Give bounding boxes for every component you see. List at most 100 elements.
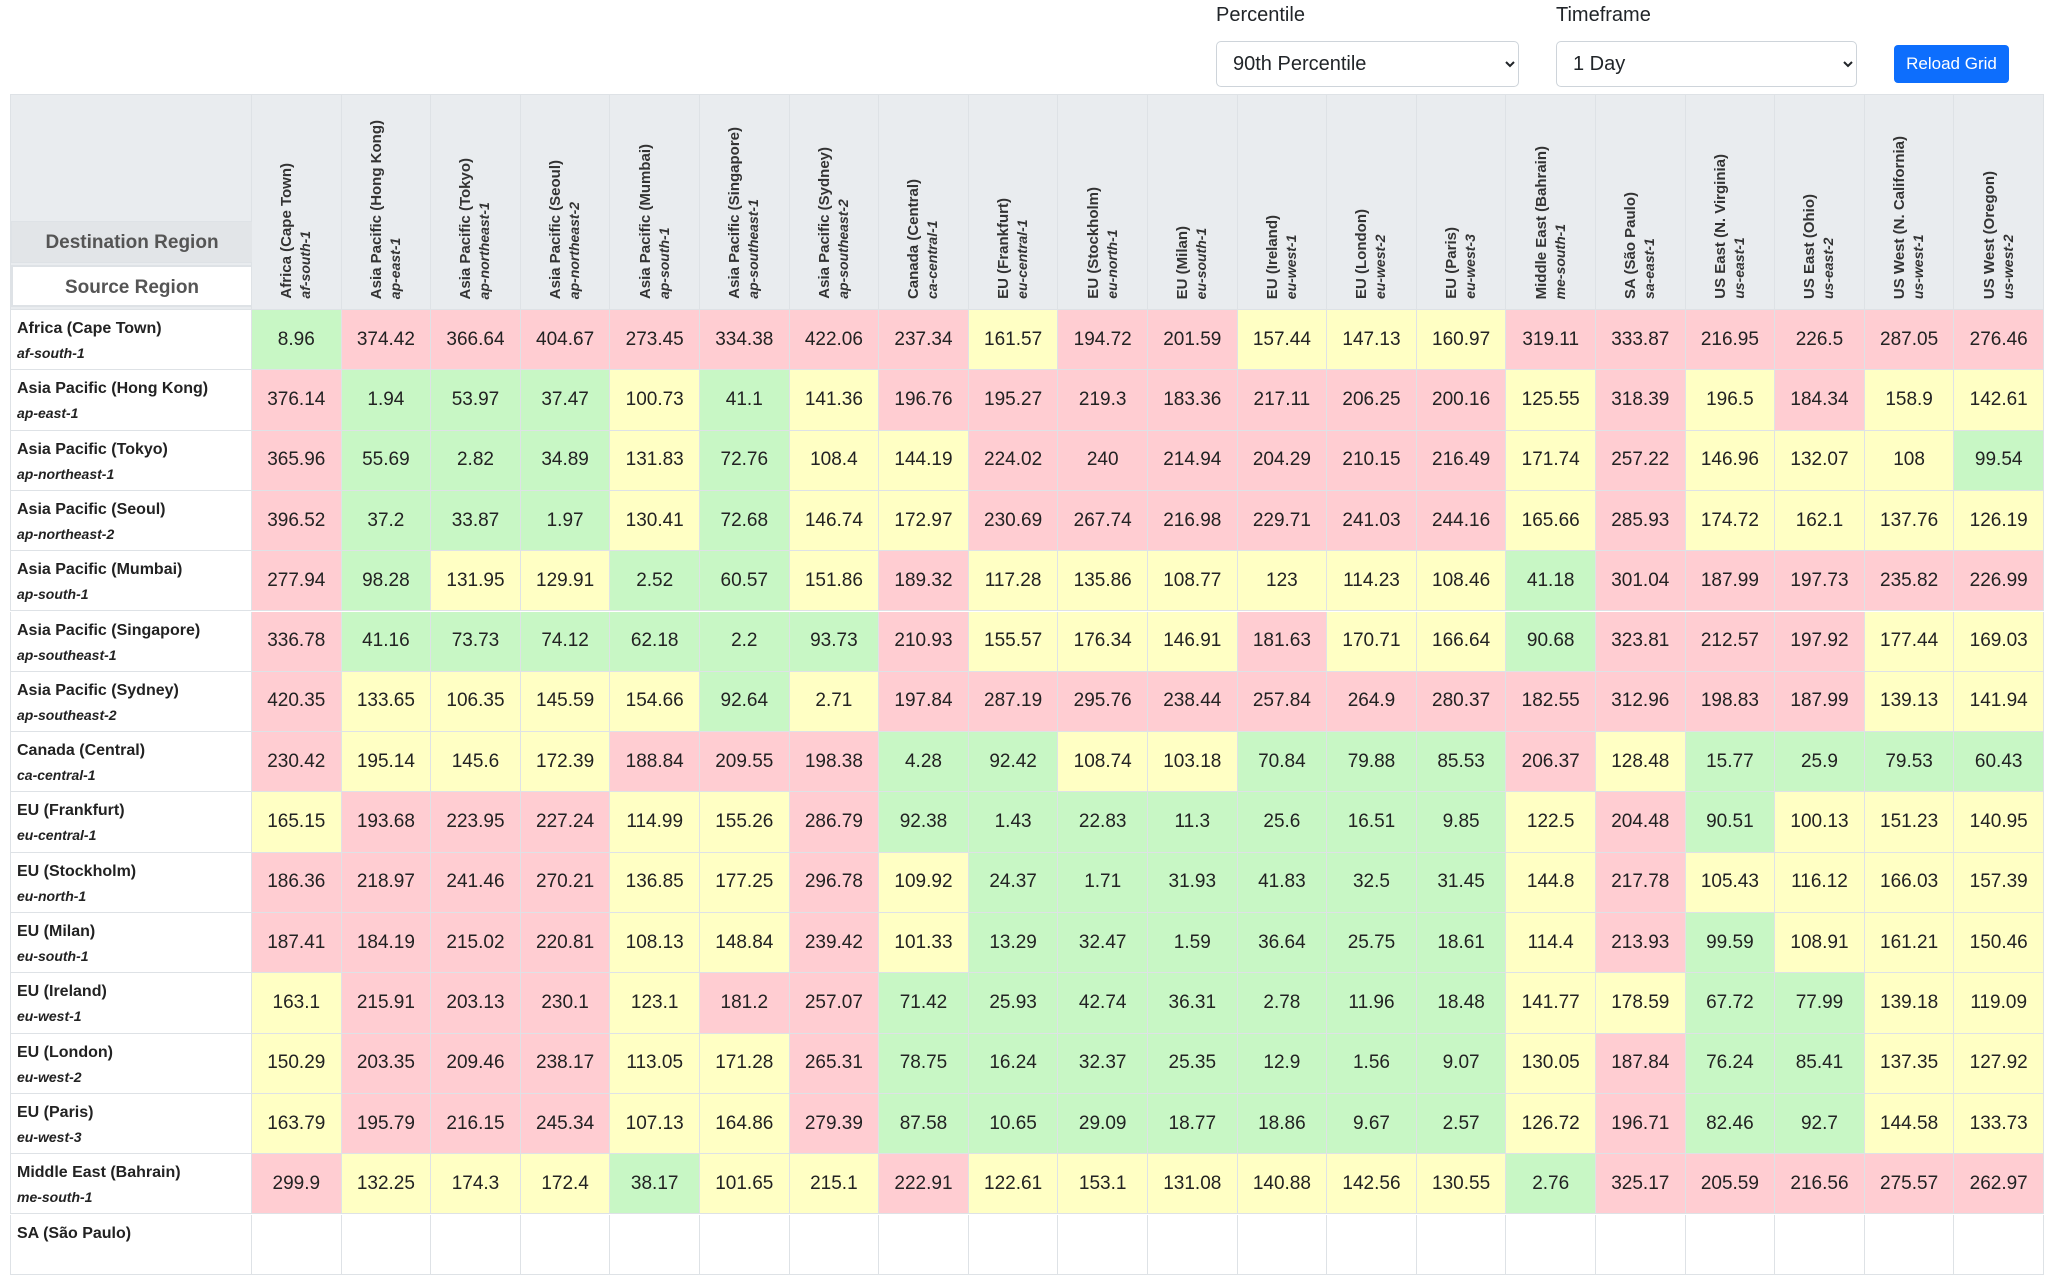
column-name: Asia Pacific (Tokyo) [457, 157, 475, 299]
latency-cell: 200.16 [1416, 370, 1507, 431]
latency-cell: 230.1 [520, 973, 611, 1034]
timeframe-select[interactable]: 1 Day [1556, 41, 1857, 87]
latency-cell: 279.39 [789, 1093, 880, 1155]
latency-cell: 195.27 [968, 370, 1059, 431]
row-name: Asia Pacific (Hong Kong) [17, 380, 209, 398]
latency-cell: 133.65 [341, 671, 432, 733]
latency-cell: 222.91 [879, 1154, 969, 1215]
column-header: US East (Ohio) us-east-2 [1775, 94, 1865, 310]
latency-cell: 171.74 [1506, 430, 1596, 491]
column-header: EU (Ireland) eu-west-1 [1237, 94, 1328, 310]
latency-cell: 73.73 [431, 611, 521, 672]
row-code: eu-north-1 [17, 887, 87, 904]
latency-cell: 38.17 [610, 1154, 700, 1215]
latency-cell: 31.93 [1148, 852, 1238, 913]
latency-cell: 181.63 [1237, 611, 1328, 672]
latency-cell: 215.02 [431, 913, 521, 974]
column-name: Middle East (Bahrain) [1532, 145, 1550, 299]
column-header: Asia Pacific (Hong Kong) ap-east-1 [341, 94, 432, 310]
latency-cell: 70.84 [1237, 732, 1328, 793]
column-code: us-west-2 [1999, 234, 2016, 299]
latency-cell: 235.82 [1864, 551, 1955, 612]
latency-cell: 376.14 [252, 370, 342, 431]
latency-cell: 122.5 [1506, 792, 1596, 853]
latency-cell: 176.34 [1058, 611, 1148, 672]
column-code: me-south-1 [1551, 223, 1568, 299]
latency-cell: 186.36 [252, 852, 342, 913]
row-header: Asia Pacific (Seoul) ap-northeast-2 [10, 490, 252, 552]
latency-cell: 163.79 [252, 1093, 342, 1155]
latency-cell: 32.5 [1327, 852, 1417, 913]
column-code: eu-west-3 [1462, 234, 1479, 299]
column-name: US West (Oregon) [1980, 170, 1998, 299]
percentile-select[interactable]: 90th Percentile [1216, 41, 1519, 87]
latency-cell: 135.86 [1058, 551, 1148, 612]
latency-cell: 127.92 [1954, 1033, 2044, 1094]
latency-cell: 184.19 [341, 913, 432, 974]
latency-cell: 286.79 [789, 792, 880, 853]
latency-cell: 166.64 [1416, 611, 1507, 672]
latency-cell: 141.36 [789, 370, 880, 431]
column-label: US East (N. Virginia) us-east-1 [1712, 154, 1748, 299]
latency-cell: 157.39 [1954, 852, 2044, 913]
row-code: ap-east-1 [17, 405, 79, 422]
column-header: Asia Pacific (Tokyo) ap-northeast-1 [431, 94, 521, 310]
latency-cell: 194.72 [1058, 310, 1148, 371]
latency-cell: 226.99 [1954, 551, 2044, 612]
latency-cell: 131.08 [1148, 1154, 1238, 1215]
latency-cell: 287.05 [1864, 310, 1955, 371]
reload-button[interactable]: Reload Grid [1894, 45, 2009, 83]
latency-cell: 12.9 [1237, 1033, 1328, 1094]
latency-cell: 25.35 [1148, 1033, 1238, 1094]
latency-cell: 2.57 [1416, 1093, 1507, 1155]
latency-cell: 72.76 [700, 430, 790, 491]
latency-cell: 37.47 [520, 370, 611, 431]
latency-cell: 244.16 [1416, 490, 1507, 552]
latency-cell: 257.84 [1237, 671, 1328, 733]
latency-cell [789, 1214, 880, 1275]
column-name: US East (N. Virginia) [1711, 154, 1729, 299]
latency-cell: 128.48 [1596, 732, 1686, 793]
column-header: EU (Paris) eu-west-3 [1416, 94, 1507, 310]
row-header: EU (Stockholm) eu-north-1 [10, 852, 252, 913]
corner-cell: Destination Region Source Region [10, 94, 253, 310]
column-header: EU (London) eu-west-2 [1327, 94, 1417, 310]
latency-cell: 92.7 [1775, 1093, 1865, 1155]
latency-cell: 122.61 [968, 1154, 1059, 1215]
column-code: eu-west-1 [1282, 234, 1299, 299]
column-label: Asia Pacific (Tokyo) ap-northeast-1 [457, 158, 493, 299]
column-label: Asia Pacific (Seoul) ap-northeast-2 [547, 160, 583, 299]
column-name: US West (N. California) [1891, 135, 1909, 299]
latency-cell: 229.71 [1237, 490, 1328, 552]
latency-cell: 109.92 [879, 852, 969, 913]
latency-cell: 18.61 [1416, 913, 1507, 974]
row-header: EU (Frankfurt) eu-central-1 [10, 792, 252, 853]
latency-cell: 237.34 [879, 310, 969, 371]
column-name: EU (Paris) [1443, 227, 1461, 299]
latency-cell: 15.77 [1685, 732, 1776, 793]
column-name: Asia Pacific (Hong Kong) [367, 119, 385, 299]
latency-cell: 103.18 [1148, 732, 1238, 793]
latency-cell: 10.65 [968, 1093, 1059, 1155]
latency-cell: 13.29 [968, 913, 1059, 974]
column-code: us-east-1 [1730, 237, 1747, 299]
latency-cell: 204.48 [1596, 792, 1686, 853]
latency-cell: 172.39 [520, 732, 611, 793]
latency-cell: 165.15 [252, 792, 342, 853]
latency-cell: 226.5 [1775, 310, 1865, 371]
row-header: EU (Ireland) eu-west-1 [10, 973, 252, 1034]
latency-cell: 130.41 [610, 490, 700, 552]
latency-cell: 108.4 [789, 430, 880, 491]
latency-cell: 55.69 [341, 430, 432, 491]
latency-cell: 117.28 [968, 551, 1059, 612]
latency-cell: 34.89 [520, 430, 611, 491]
latency-cell: 170.71 [1327, 611, 1417, 672]
latency-cell: 148.84 [700, 913, 790, 974]
latency-cell [1148, 1214, 1238, 1275]
row-code: ap-northeast-1 [17, 465, 115, 482]
latency-cell: 187.84 [1596, 1033, 1686, 1094]
column-label: Asia Pacific (Sydney) ap-southeast-2 [816, 147, 852, 299]
latency-cell: 114.23 [1327, 551, 1417, 612]
column-label: Africa (Cape Town) af-south-1 [278, 163, 314, 299]
latency-cell: 230.69 [968, 490, 1059, 552]
